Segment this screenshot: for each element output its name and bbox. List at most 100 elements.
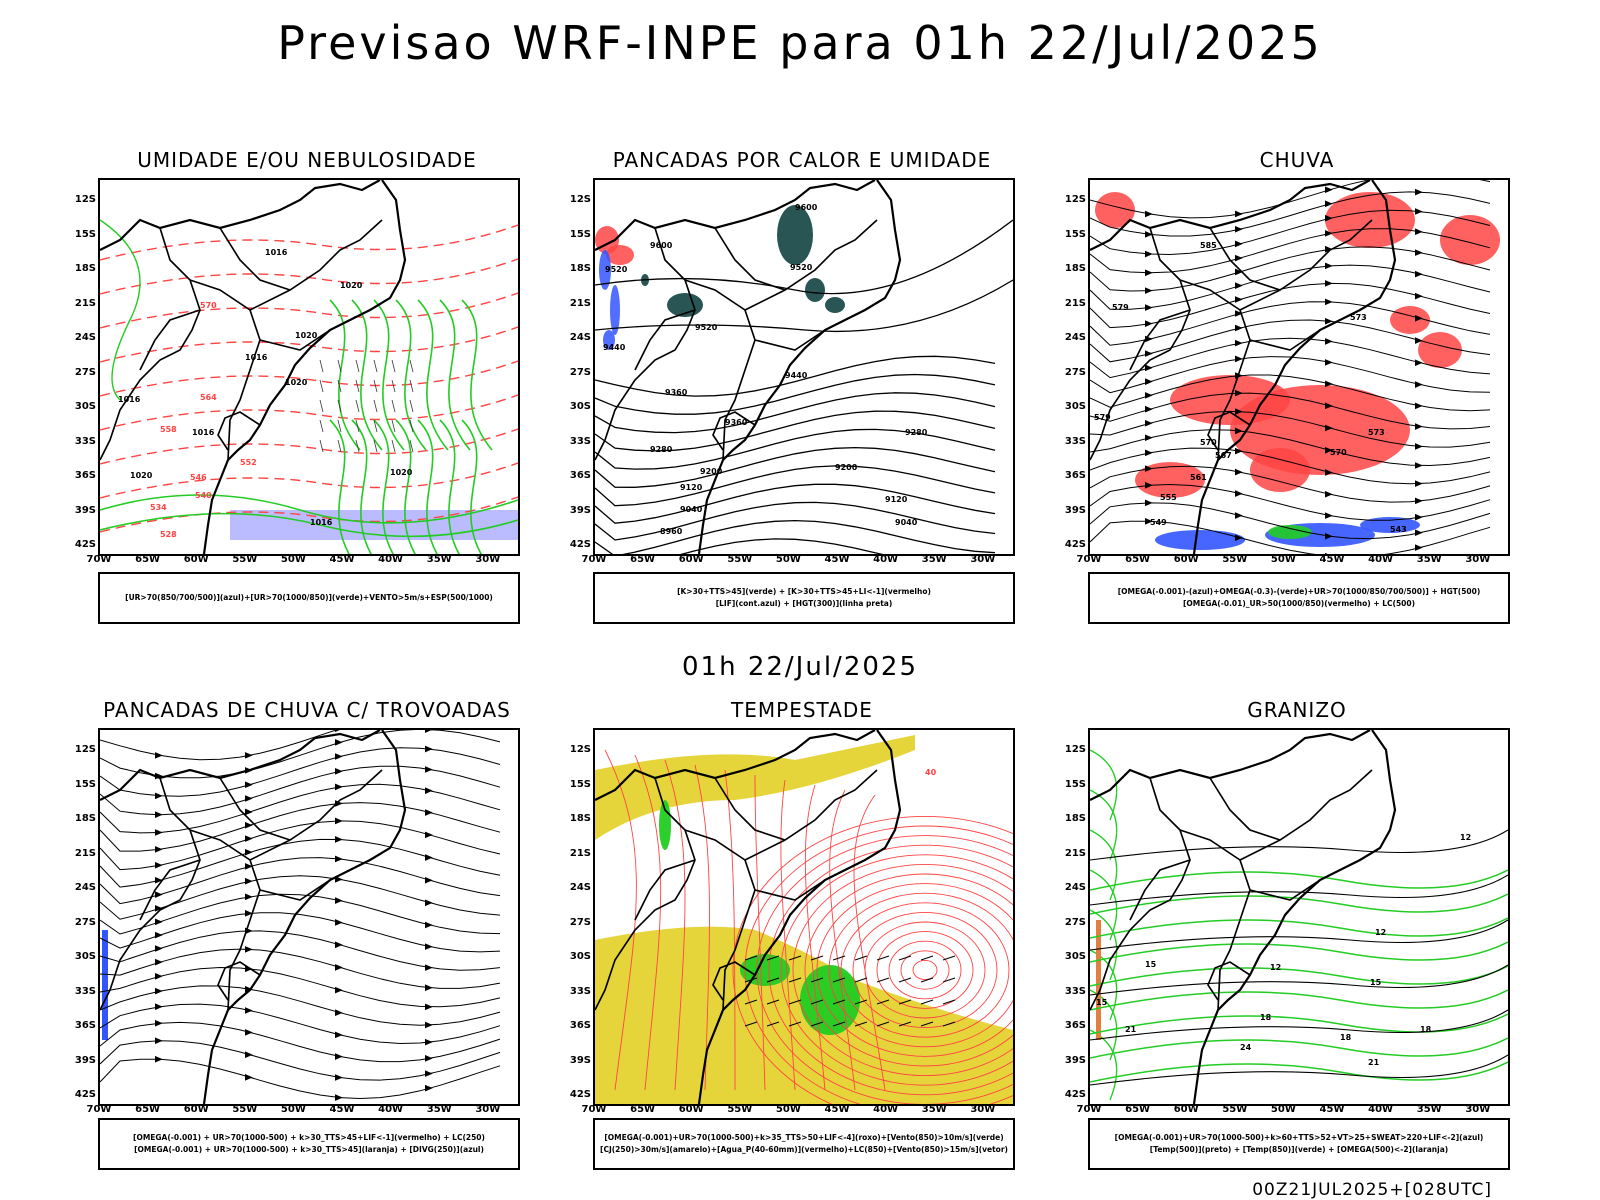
lat-tick-label: 36S bbox=[569, 1020, 591, 1032]
lat-tick-label: 15S bbox=[74, 778, 96, 790]
lon-tick-label: 65W bbox=[630, 554, 656, 565]
map-pancadas-calor: 9600 9600 9520 9520 9520 9440 9440 9360 9360 9280… bbox=[593, 178, 1015, 556]
contour-label: 18 bbox=[1420, 1025, 1432, 1034]
lat-tick-label: 15S bbox=[1064, 778, 1086, 790]
lat-tick-label: 21S bbox=[74, 297, 96, 309]
contour-label: 9200 bbox=[700, 467, 723, 476]
forecast-time-label: 01h 22/Jul/2025 bbox=[682, 652, 918, 682]
lon-tick-label: 35W bbox=[426, 1104, 452, 1115]
lon-tick-label: 70W bbox=[86, 554, 112, 565]
lon-tick-label: 45W bbox=[824, 1104, 850, 1115]
contour-label: 558 bbox=[160, 425, 177, 434]
lat-tick-label: 30S bbox=[74, 401, 96, 413]
lat-tick-label: 15S bbox=[1064, 228, 1086, 240]
lon-tick-label: 55W bbox=[232, 554, 258, 565]
legend-line: [LIF](cont.azul) + [HGT(300)](linha pret… bbox=[715, 599, 893, 608]
lat-tick-label: 39S bbox=[1064, 504, 1086, 516]
lon-tick-label: 65W bbox=[1125, 554, 1151, 565]
legend-tempestade: [OMEGA(-0.001)+UR>70(1000-500)+k>35_TTS>… bbox=[593, 1118, 1015, 1170]
legend-trovoadas: [OMEGA(-0.001) + UR>70(1000-500) + k>30_… bbox=[98, 1118, 520, 1170]
lat-tick-label: 42S bbox=[1064, 539, 1086, 551]
contour-label: 555 bbox=[1160, 493, 1177, 502]
contour-label: 21 bbox=[1368, 1058, 1380, 1067]
lon-tick-label: 30W bbox=[475, 554, 501, 565]
lat-tick-label: 30S bbox=[1064, 951, 1086, 963]
lon-tick-label: 55W bbox=[232, 1104, 258, 1115]
contour-label: 9360 bbox=[725, 418, 748, 427]
contour-label: 9200 bbox=[835, 463, 858, 472]
panel-title-tempestade: TEMPESTADE bbox=[731, 698, 873, 722]
lon-tick-label: 65W bbox=[135, 554, 161, 565]
contour-label: 9120 bbox=[680, 483, 703, 492]
lat-tick-label: 39S bbox=[1064, 1054, 1086, 1066]
contour-label: 1020 bbox=[295, 331, 318, 340]
lat-tick-label: 27S bbox=[569, 916, 591, 928]
contour-label: 552 bbox=[240, 458, 257, 467]
lon-tick-label: 50W bbox=[1270, 1104, 1296, 1115]
lat-tick-label: 42S bbox=[74, 539, 96, 551]
lon-tick-label: 55W bbox=[1222, 554, 1248, 565]
panel-title-trovoadas: PANCADAS DE CHUVA C/ TROVOADAS bbox=[103, 698, 511, 722]
lat-tick-label: 15S bbox=[74, 228, 96, 240]
contour-label: 9520 bbox=[790, 263, 813, 272]
lat-tick-label: 12S bbox=[1064, 194, 1086, 205]
lon-tick-label: 60W bbox=[1173, 1104, 1199, 1115]
lat-tick-label: 27S bbox=[74, 916, 96, 928]
lon-tick-label: 65W bbox=[1125, 1104, 1151, 1115]
lat-tick-label: 36S bbox=[1064, 1020, 1086, 1032]
map-umidade: 1016 1020 1016 1020 1020 1016 1020 1016 1016 1020… bbox=[98, 178, 520, 556]
lat-tick-label: 21S bbox=[569, 297, 591, 309]
contour-label: 1016 bbox=[310, 518, 333, 527]
lat-tick-label: 21S bbox=[1064, 297, 1086, 309]
contour-label: 573 bbox=[1368, 428, 1385, 437]
legend-line: [OMEGA(-0.001) + UR>70(1000-500) + k>30_… bbox=[134, 1145, 484, 1154]
contour-label: 15 bbox=[1370, 978, 1382, 987]
legend-line: [OMEGA(-0.001) + UR>70(1000-500) + k>30_… bbox=[133, 1133, 485, 1142]
lat-tick-label: 33S bbox=[569, 435, 591, 447]
lat-tick-label: 24S bbox=[569, 332, 591, 344]
model-run-label: 00Z21JUL2025+[028UTC] bbox=[1252, 1180, 1492, 1200]
legend-line: [UR>70(850/700/500)](azul)+[UR>70(1000/8… bbox=[125, 593, 493, 602]
contour-label: 1016 bbox=[192, 428, 215, 437]
panel-title-pancadas-calor: PANCADAS POR CALOR E UMIDADE bbox=[612, 148, 992, 172]
contour-label: 9040 bbox=[895, 518, 918, 527]
contour-label: 9520 bbox=[605, 265, 628, 274]
lon-tick-label: 55W bbox=[1222, 1104, 1248, 1115]
contour-label: 9040 bbox=[680, 505, 703, 514]
panel-title-chuva: CHUVA bbox=[1259, 148, 1335, 172]
contour-label: 1020 bbox=[285, 378, 308, 387]
lat-tick-label: 36S bbox=[569, 470, 591, 482]
legend-line: [OMEGA(-0.01)_UR>50(1000/850)(vermelho) … bbox=[1182, 599, 1416, 608]
lat-tick-label: 21S bbox=[569, 847, 591, 859]
lat-tick-label: 33S bbox=[74, 435, 96, 447]
contour-label: 15 bbox=[1145, 960, 1157, 969]
lon-tick-label: 30W bbox=[475, 1104, 501, 1115]
lat-tick-label: 39S bbox=[74, 504, 96, 516]
lon-tick-label: 65W bbox=[630, 1104, 656, 1115]
lat-tick-label: 30S bbox=[569, 401, 591, 413]
legend-line: [OMEGA(-0.001)-(azul)+OMEGA(-0.3)-(verde… bbox=[1117, 587, 1481, 596]
lat-tick-label: 24S bbox=[74, 332, 96, 344]
lat-tick-label: 39S bbox=[569, 504, 591, 516]
lat-tick-label: 42S bbox=[1064, 1089, 1086, 1101]
lon-tick-label: 70W bbox=[581, 554, 607, 565]
lat-tick-label: 24S bbox=[1064, 332, 1086, 344]
lon-tick-label: 55W bbox=[727, 1104, 753, 1115]
lon-tick-label: 60W bbox=[678, 554, 704, 565]
contour-label: 1016 bbox=[245, 353, 268, 362]
lon-tick-label: 50W bbox=[775, 1104, 801, 1115]
lat-tick-label: 27S bbox=[569, 366, 591, 378]
lon-tick-label: 30W bbox=[970, 1104, 996, 1115]
lon-tick-label: 45W bbox=[1319, 1104, 1345, 1115]
legend-granizo: [OMEGA(-0.001)+UR>70(1000-500)+k>60+TTS>… bbox=[1088, 1118, 1510, 1170]
lat-tick-label: 18S bbox=[1064, 813, 1086, 825]
lon-tick-label: 45W bbox=[824, 554, 850, 565]
lon-tick-label: 70W bbox=[1076, 1104, 1102, 1115]
contour-label: 1020 bbox=[340, 281, 363, 290]
contour-label: 1020 bbox=[130, 471, 153, 480]
lon-tick-label: 40W bbox=[873, 1104, 899, 1115]
lon-tick-label: 35W bbox=[1416, 1104, 1442, 1115]
lat-tick-label: 18S bbox=[569, 263, 591, 275]
panel-title-umidade: UMIDADE E/OU NEBULOSIDADE bbox=[137, 148, 477, 172]
lon-tick-label: 35W bbox=[1416, 554, 1442, 565]
